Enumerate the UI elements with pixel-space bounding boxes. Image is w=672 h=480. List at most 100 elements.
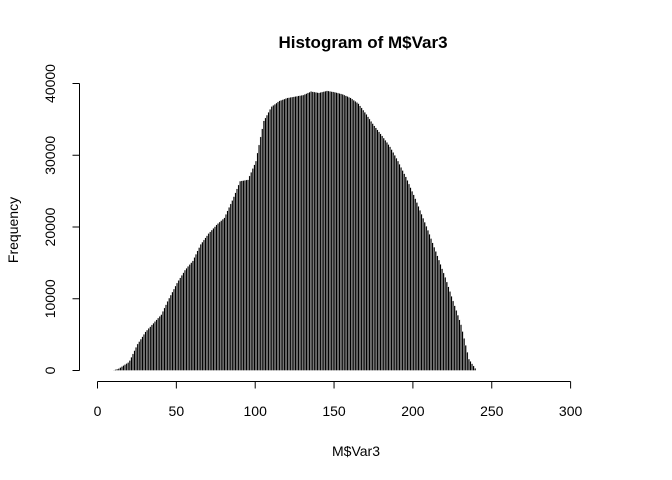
histogram-bar: [228, 207, 231, 371]
histogram-bar: [245, 179, 248, 371]
histogram-bar: [368, 118, 371, 371]
histogram-bar: [187, 266, 190, 371]
histogram-bar: [360, 107, 363, 371]
x-tick-label: 100: [244, 403, 268, 419]
histogram-bar: [426, 229, 429, 371]
histogram-bar: [436, 255, 439, 371]
histogram-bar: [414, 198, 417, 371]
histogram-bar: [146, 329, 149, 371]
histogram-bar: [303, 94, 306, 371]
histogram-bar: [474, 368, 477, 371]
histogram-bar: [419, 210, 421, 371]
histogram-bar: [437, 259, 440, 371]
histogram-bar: [329, 91, 332, 371]
histogram-bar: [223, 217, 226, 371]
histogram-bar: [455, 310, 458, 371]
histogram-bar: [247, 179, 250, 371]
histogram-bar: [348, 96, 350, 371]
histogram-bar: [258, 144, 261, 371]
histogram-bar: [259, 136, 262, 371]
histogram-bar: [231, 200, 234, 371]
histogram-bar: [184, 269, 186, 371]
histogram-bar: [185, 268, 188, 371]
histogram-bar: [346, 96, 349, 371]
histogram-bar: [234, 192, 237, 371]
histogram-bar: [344, 95, 347, 371]
histogram-bar: [362, 109, 365, 371]
histogram-bar: [378, 131, 380, 371]
histogram-bar: [136, 343, 139, 371]
histogram-bar: [270, 106, 273, 371]
histogram-bar: [354, 101, 357, 371]
histogram-bar: [376, 129, 379, 371]
y-tick-label: 10000: [42, 279, 58, 318]
histogram-bar: [337, 92, 339, 371]
histogram-bar: [387, 144, 390, 371]
histogram-bar: [154, 321, 157, 371]
histogram-bar: [202, 239, 205, 371]
histogram-bar: [243, 180, 246, 371]
histogram-bar: [456, 314, 459, 371]
histogram-bar: [393, 155, 396, 371]
histogram-bar: [450, 295, 453, 371]
histogram-bar: [351, 98, 354, 371]
histogram-bar: [251, 168, 254, 371]
histogram-bar: [385, 142, 388, 371]
histogram-bar: [174, 285, 177, 371]
histogram-bar: [206, 235, 209, 371]
histogram-bar: [179, 277, 182, 371]
histogram-bar: [318, 92, 321, 371]
histogram-bar: [150, 324, 153, 371]
histogram-bar: [341, 94, 344, 371]
histogram-bar: [116, 368, 119, 371]
histogram-bar: [379, 133, 382, 371]
histogram-bar: [291, 96, 294, 371]
histogram-bar: [209, 231, 212, 371]
histogram-bar: [207, 233, 210, 371]
histogram-bar: [286, 97, 289, 371]
histogram-bar: [313, 91, 316, 371]
histogram-bar: [161, 311, 164, 371]
histogram-bar: [330, 91, 333, 371]
histogram-bar: [119, 367, 122, 371]
histogram-bar: [127, 362, 130, 371]
histogram-bar: [124, 364, 127, 371]
histogram-bar: [409, 187, 412, 371]
histogram-bar: [433, 246, 436, 371]
histogram-bar: [221, 218, 224, 371]
histogram-bar: [239, 180, 242, 371]
histogram-bar: [144, 331, 147, 371]
histogram-bar: [381, 135, 384, 371]
histogram-bar: [467, 358, 470, 371]
histogram-bar: [292, 96, 295, 371]
histogram-bar: [294, 96, 297, 371]
histogram-bar: [311, 91, 314, 371]
y-tick-label: 20000: [42, 207, 58, 246]
histogram-bar: [149, 326, 152, 371]
histogram-bar: [420, 213, 423, 371]
x-tick-label: 50: [169, 403, 185, 419]
histogram-bar: [316, 92, 319, 371]
histogram-bar: [392, 152, 395, 371]
histogram-bar: [389, 146, 392, 371]
histogram-bar: [471, 363, 474, 371]
histogram-bar: [325, 90, 328, 371]
y-tick-label: 40000: [42, 64, 58, 103]
histogram-bar: [278, 100, 281, 371]
histogram-bar: [307, 92, 309, 371]
histogram-bar: [280, 99, 283, 371]
histogram-bar: [464, 345, 467, 371]
histogram-bar: [404, 176, 407, 371]
histogram-bar: [138, 341, 141, 371]
histogram-bar: [448, 291, 451, 371]
histogram-bar: [250, 172, 253, 371]
histogram-bar: [217, 223, 220, 371]
histogram-bar: [472, 365, 475, 371]
histogram-bar: [128, 360, 131, 371]
histogram-bar: [395, 157, 398, 371]
histogram-bar: [163, 307, 166, 371]
histogram-bar: [284, 98, 287, 371]
histogram-bar: [289, 97, 292, 371]
histogram-bar: [132, 353, 134, 371]
